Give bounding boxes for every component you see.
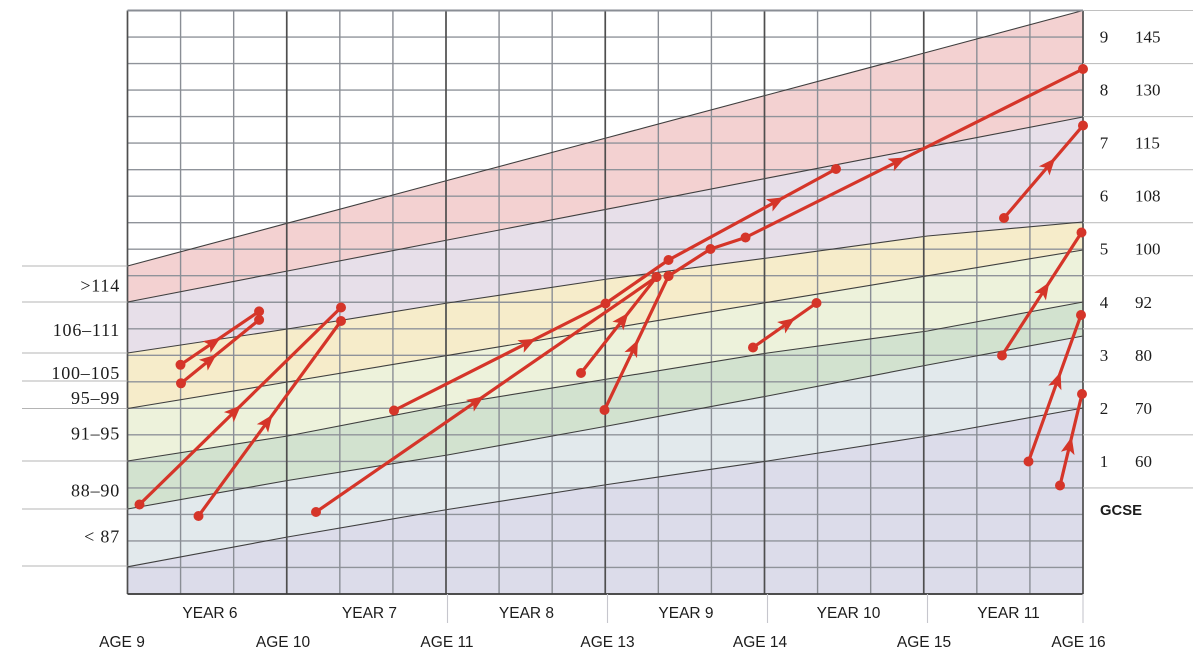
svg-text:106–111: 106–111 xyxy=(53,320,120,340)
svg-text:< 87: < 87 xyxy=(84,527,120,547)
svg-text:2: 2 xyxy=(1100,399,1109,418)
svg-text:8: 8 xyxy=(1100,81,1109,100)
svg-text:7: 7 xyxy=(1100,134,1109,153)
svg-text:YEAR 7: YEAR 7 xyxy=(342,605,397,622)
svg-text:115: 115 xyxy=(1135,134,1160,153)
svg-text:5: 5 xyxy=(1100,240,1109,259)
svg-text:AGE 9: AGE 9 xyxy=(99,634,145,651)
svg-text:AGE 16: AGE 16 xyxy=(1051,634,1105,651)
svg-text:130: 130 xyxy=(1135,81,1161,100)
svg-text:YEAR 6: YEAR 6 xyxy=(182,605,237,622)
svg-text:60: 60 xyxy=(1135,452,1152,471)
svg-text:91–95: 91–95 xyxy=(71,424,120,444)
svg-text:YEAR 11: YEAR 11 xyxy=(977,605,1040,622)
svg-text:YEAR 8: YEAR 8 xyxy=(499,605,554,622)
svg-text:88–90: 88–90 xyxy=(71,481,120,501)
svg-text:100: 100 xyxy=(1135,240,1161,259)
svg-text:80: 80 xyxy=(1135,346,1152,365)
svg-text:YEAR 9: YEAR 9 xyxy=(658,605,713,622)
svg-text:70: 70 xyxy=(1135,399,1152,418)
svg-text:AGE 13: AGE 13 xyxy=(580,634,634,651)
svg-text:GCSE: GCSE xyxy=(1100,503,1142,519)
svg-text:4: 4 xyxy=(1100,293,1109,312)
svg-text:1: 1 xyxy=(1100,452,1109,471)
svg-text:YEAR 10: YEAR 10 xyxy=(817,605,881,622)
svg-text:95–99: 95–99 xyxy=(71,388,120,408)
svg-text:AGE 14: AGE 14 xyxy=(733,634,788,651)
svg-text:100–105: 100–105 xyxy=(51,363,120,383)
svg-text:AGE 10: AGE 10 xyxy=(256,634,311,651)
svg-text:9: 9 xyxy=(1100,28,1109,47)
svg-text:>114: >114 xyxy=(80,276,120,296)
svg-text:92: 92 xyxy=(1135,293,1152,312)
svg-text:AGE 11: AGE 11 xyxy=(420,634,473,651)
svg-text:108: 108 xyxy=(1135,187,1161,206)
svg-text:AGE 15: AGE 15 xyxy=(897,634,951,651)
svg-text:3: 3 xyxy=(1100,346,1109,365)
svg-text:6: 6 xyxy=(1100,187,1109,206)
svg-text:145: 145 xyxy=(1135,28,1161,47)
